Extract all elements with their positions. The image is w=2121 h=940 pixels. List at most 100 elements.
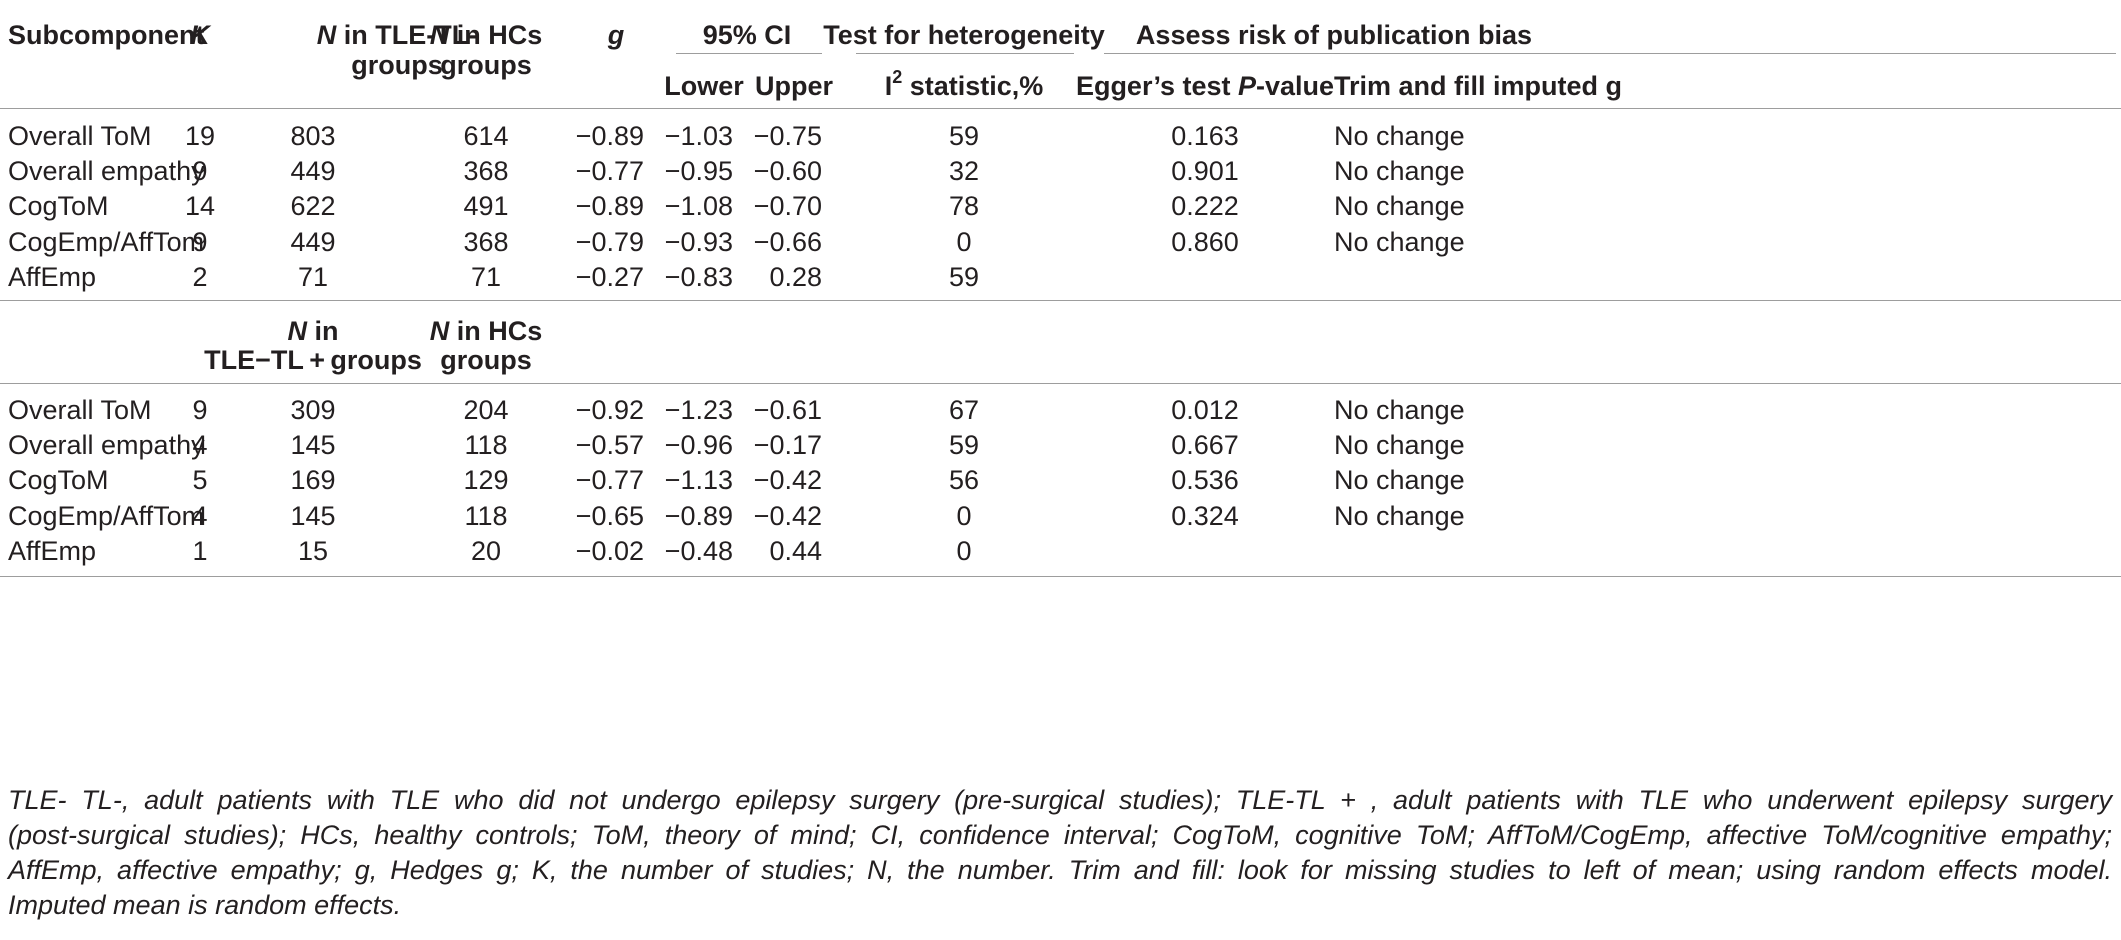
cell-g: −0.02	[575, 535, 644, 566]
cell-n-tle: 803	[290, 121, 336, 151]
header-n-hcs-line2: groups	[440, 50, 532, 80]
cell-egger: 0.222	[1171, 191, 1239, 222]
cell-k: 9	[192, 395, 208, 425]
cell-g: −0.89	[575, 191, 644, 222]
cell-i2: 59	[948, 121, 980, 151]
section-rule	[0, 300, 2121, 301]
footnote-line-2: (post-surgical studies); HCs, healthy co…	[8, 820, 2112, 850]
cell-lower: −0.48	[664, 535, 733, 566]
cell-k: 5	[192, 465, 208, 496]
header-i2: I2 statistic,%	[884, 67, 1044, 101]
section2-header-rule	[0, 383, 2121, 384]
cell-n-hc: 368	[463, 226, 509, 257]
cell-upper: 0.28	[769, 261, 822, 292]
cell-lower: −0.96	[664, 430, 733, 461]
cell-lower: −1.13	[664, 465, 733, 496]
cell-name: Overall ToM	[8, 395, 152, 425]
cell-g: −0.77	[575, 156, 644, 187]
cell-n-hc: 20	[470, 535, 502, 566]
cell-trim: No change	[1334, 500, 1465, 531]
cell-n-tle: 449	[290, 226, 336, 257]
cell-upper: −0.42	[753, 500, 822, 531]
section2-header-n-hcs: N in HCs	[429, 316, 543, 346]
cell-g: −0.57	[575, 430, 644, 461]
footnote-line-4: Imputed mean is random effects.	[8, 890, 402, 920]
cell-i2: 59	[948, 430, 980, 461]
header-ci: 95% CI	[702, 20, 792, 50]
pubbias-group-rule	[1104, 53, 2116, 54]
cell-upper: −0.61	[753, 395, 822, 425]
cell-lower: −1.03	[664, 121, 733, 151]
cell-name: CogToM	[8, 465, 109, 496]
header-subcomponent: Subcomponent	[8, 20, 205, 50]
header-lower: Lower	[664, 71, 744, 101]
header-heterogeneity: Test for heterogeneity	[823, 20, 1105, 50]
ci-group-rule	[676, 53, 822, 54]
cell-upper: −0.66	[753, 226, 822, 257]
cell-k: 9	[192, 226, 208, 257]
cell-k: 9	[192, 156, 208, 187]
cell-name: CogEmp/AffTom	[8, 500, 205, 531]
cell-i2: 67	[948, 395, 980, 425]
cell-lower: −1.08	[664, 191, 733, 222]
header-k: K	[190, 20, 210, 50]
cell-upper: −0.60	[753, 156, 822, 187]
cell-trim: No change	[1334, 395, 1465, 425]
cell-egger: 0.860	[1171, 226, 1239, 257]
cell-g: −0.92	[575, 395, 644, 425]
cell-i2: 0	[956, 535, 972, 566]
cell-n-tle: 622	[290, 191, 336, 222]
cell-k: 19	[184, 121, 216, 151]
cell-upper: 0.44	[769, 535, 822, 566]
cell-k: 4	[192, 430, 208, 461]
cell-trim: No change	[1334, 121, 1465, 151]
cell-n-hc: 368	[463, 156, 509, 187]
header-egger: Egger’s test P-value	[1075, 71, 1335, 101]
cell-k: 14	[184, 191, 216, 222]
cell-lower: −1.23	[664, 395, 733, 425]
cell-g: −0.79	[575, 226, 644, 257]
cell-n-hc: 129	[463, 465, 509, 496]
cell-egger: 0.667	[1171, 430, 1239, 461]
cell-lower: −0.95	[664, 156, 733, 187]
cell-n-tle: 15	[297, 535, 329, 566]
cell-g: −0.89	[575, 121, 644, 151]
cell-n-tle: 169	[290, 465, 336, 496]
cell-i2: 78	[948, 191, 980, 222]
cell-g: −0.27	[575, 261, 644, 292]
cell-upper: −0.42	[753, 465, 822, 496]
cell-name: AffEmp	[8, 261, 97, 292]
cell-n-tle: 145	[290, 430, 336, 461]
cell-k: 2	[192, 261, 208, 292]
section2-header-n-hcs-line2: groups	[440, 345, 532, 375]
cell-egger: 0.901	[1171, 156, 1239, 187]
cell-trim: No change	[1334, 191, 1465, 222]
cell-g: −0.77	[575, 465, 644, 496]
cell-name: Overall empathy	[8, 156, 205, 187]
header-upper: Upper	[754, 71, 834, 101]
cell-g: −0.65	[575, 500, 644, 531]
cell-i2: 0	[956, 226, 972, 257]
cell-n-hc: 118	[464, 500, 508, 531]
cell-n-hc: 614	[463, 121, 509, 151]
cell-egger: 0.012	[1171, 395, 1239, 425]
cell-n-tle: 309	[290, 395, 336, 425]
header-g: g	[607, 20, 625, 50]
footnote-line-3: AffEmp, affective empathy; g, Hedges g; …	[8, 855, 2112, 885]
cell-trim: No change	[1334, 156, 1465, 187]
cell-lower: −0.93	[664, 226, 733, 257]
cell-name: CogEmp/AffTom	[8, 226, 205, 257]
section2-header-n-tle-plus: N in	[287, 316, 339, 346]
cell-lower: −0.89	[664, 500, 733, 531]
cell-upper: −0.70	[753, 191, 822, 222]
cell-upper: −0.17	[753, 430, 822, 461]
cell-n-hc: 491	[463, 191, 509, 222]
cell-egger: 0.163	[1171, 121, 1239, 151]
cell-name: Overall ToM	[8, 121, 152, 151]
header-n-tle-minus: N in TLE-TL-	[316, 20, 478, 50]
section2-header-n-tle-plus-line2: TLE−TL + groups	[204, 345, 422, 375]
cell-k: 4	[192, 500, 208, 531]
header-rule	[0, 108, 2121, 109]
cell-n-hc: 71	[470, 261, 502, 292]
